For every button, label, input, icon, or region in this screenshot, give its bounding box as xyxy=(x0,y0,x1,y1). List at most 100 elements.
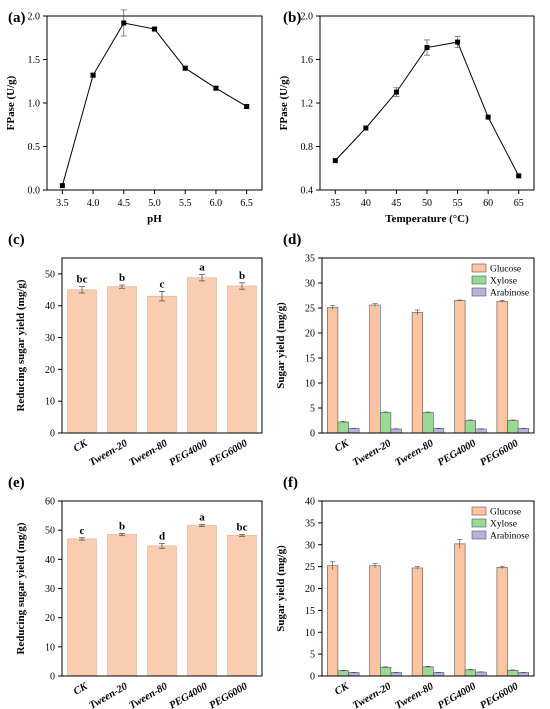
category-label: Tween-20 xyxy=(351,438,394,469)
x-tick-label: 55 xyxy=(453,198,463,209)
data-point xyxy=(90,72,96,78)
bar-arabinose xyxy=(432,672,445,677)
bar-arabinose xyxy=(348,672,360,677)
y-tick-label: 2.0 xyxy=(28,12,41,23)
bar-arabinose xyxy=(517,672,529,677)
bar-glucose xyxy=(326,307,339,434)
significance-letter: a xyxy=(199,511,205,523)
bar-glucose xyxy=(411,567,424,677)
bar-xylose xyxy=(337,421,349,434)
y-axis-label: FPase (U/g) xyxy=(278,75,290,130)
category-label: Tween-20 xyxy=(87,438,130,469)
bar-glucose xyxy=(369,304,381,434)
category-label: Tween-80 xyxy=(393,681,436,709)
y-tick-label: 0.8 xyxy=(301,142,314,153)
legend-swatch xyxy=(471,518,487,528)
data-point xyxy=(152,26,157,32)
category-label: CK xyxy=(333,438,351,455)
x-tick-label: 4.0 xyxy=(87,198,100,209)
category-label: PEG4000 xyxy=(168,438,211,469)
x-axis-label: Temperature (°C) xyxy=(385,213,469,225)
bar xyxy=(67,538,97,677)
significance-letter: b xyxy=(239,270,245,282)
y-tick-label: 1.6 xyxy=(301,55,314,66)
y-tick-label: 35 xyxy=(305,518,315,529)
category-label: Tween-80 xyxy=(127,438,170,469)
panel-a: (a) 0.0 0.5 1.0 1.5 2.0 FPase (U/g) 3.5 4.0 4.5 5.… xyxy=(5,9,263,225)
data-point xyxy=(244,103,250,109)
significance-letter: bc xyxy=(237,522,248,534)
plot-frame xyxy=(61,500,263,677)
category-label: PEG6000 xyxy=(478,438,521,469)
bar xyxy=(187,525,217,677)
legend-swatch xyxy=(471,530,487,540)
significance-letter: c xyxy=(80,525,85,537)
data-point xyxy=(363,125,369,131)
bar-arabinose xyxy=(432,428,445,434)
category-label: Tween-20 xyxy=(87,681,130,709)
y-axis-label: Reducing sugar yield (mg/g) xyxy=(15,279,27,411)
panel-b: (b) 0.4 0.8 1.2 1.6 2.0 FPase (U/g) 35 40 45 50 55 6… xyxy=(278,10,535,225)
plot-frame xyxy=(46,15,263,191)
y-tick-label: 50 xyxy=(45,526,55,537)
bar-xylose xyxy=(379,666,392,677)
significance-letter: b xyxy=(119,520,125,532)
category-label: PEG6000 xyxy=(208,438,251,469)
y-tick-label: 1.5 xyxy=(28,55,41,66)
data-point xyxy=(455,39,461,45)
y-tick-label: 0.0 xyxy=(28,186,41,197)
bar-arabinose xyxy=(475,671,487,677)
significance-letter: c xyxy=(160,278,165,290)
x-tick-label: 6.0 xyxy=(210,198,223,209)
bar-xylose xyxy=(422,412,434,434)
y-tick-label: 0 xyxy=(310,672,315,683)
bar-arabinose xyxy=(390,428,402,434)
y-tick-label: 0 xyxy=(50,672,55,683)
data-point xyxy=(182,65,188,71)
legend-swatch xyxy=(471,263,487,273)
y-tick-label: 2.0 xyxy=(301,12,314,23)
bar-xylose xyxy=(507,420,519,434)
category-label: PEG6000 xyxy=(208,681,251,709)
legend-label: Xylose xyxy=(490,520,517,530)
bar-glucose xyxy=(454,300,466,434)
plot-frame xyxy=(319,15,535,191)
y-tick-label: 0.5 xyxy=(28,142,41,153)
y-tick-label: 30 xyxy=(45,584,55,595)
x-tick-label: 50 xyxy=(422,198,432,209)
data-point xyxy=(424,45,430,51)
y-tick-label: 0 xyxy=(50,429,55,440)
y-tick-label: 20 xyxy=(305,329,315,340)
y-tick-label: 0 xyxy=(310,429,315,440)
bar-glucose xyxy=(454,543,466,677)
category-label: PEG4000 xyxy=(436,681,479,709)
y-axis-label: Reducing sugar yield (mg/g) xyxy=(15,522,27,654)
y-tick-label: 35 xyxy=(305,254,315,265)
category-label: CK xyxy=(72,438,90,455)
bar xyxy=(187,277,217,434)
y-axis-label: Sugar yield (mg/g) xyxy=(275,545,287,632)
legend-swatch xyxy=(471,275,487,285)
y-tick-label: 1.2 xyxy=(301,99,314,110)
panel-label: (c) xyxy=(8,232,25,248)
y-tick-label: 30 xyxy=(305,279,315,290)
panel-label: (e) xyxy=(8,475,25,491)
legend-label: Arabinose xyxy=(490,289,529,299)
bar xyxy=(67,289,97,434)
bar-arabinose xyxy=(517,428,529,434)
panel-label: (a) xyxy=(8,10,26,26)
y-tick-label: 10 xyxy=(45,642,55,653)
y-tick-label: 25 xyxy=(305,304,315,315)
x-tick-label: 5.5 xyxy=(179,198,192,209)
category-label: PEG4000 xyxy=(436,438,479,469)
bar-xylose xyxy=(464,669,477,677)
x-tick-label: 65 xyxy=(514,198,524,209)
category-label: PEG6000 xyxy=(478,681,521,709)
x-tick-label: 60 xyxy=(483,198,493,209)
data-point xyxy=(485,114,491,120)
plot-frame xyxy=(321,257,535,434)
legend-label: Xylose xyxy=(490,277,517,287)
